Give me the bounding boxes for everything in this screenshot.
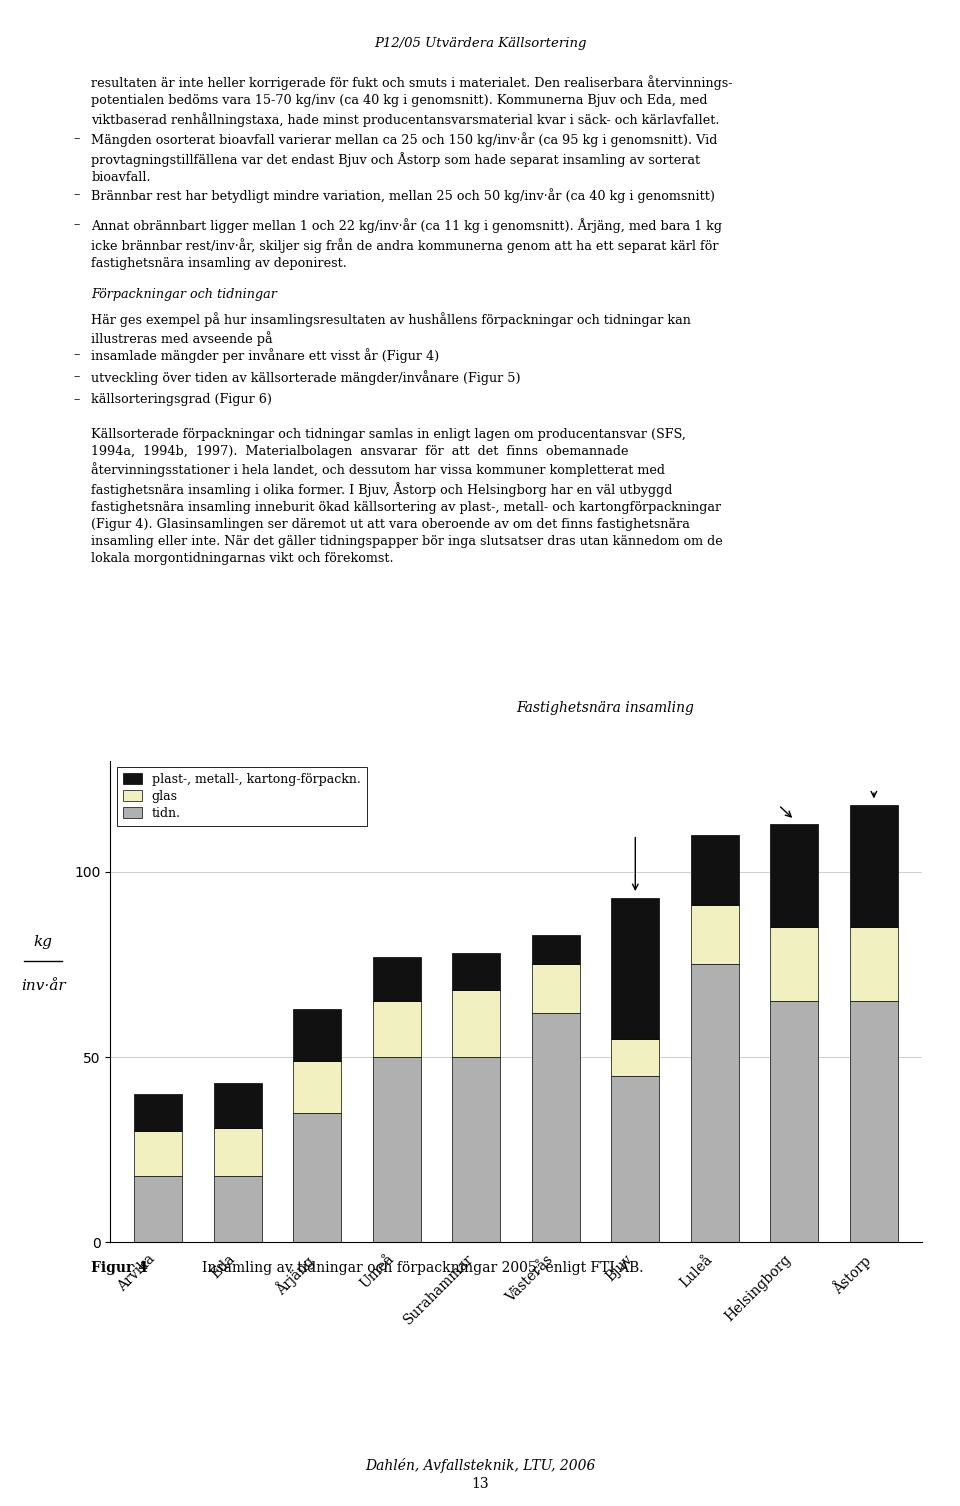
- Bar: [452, 991, 500, 1057]
- Legend: plast-, metall-, kartong-förpackn., glas, tidn.: plast-, metall-, kartong-förpackn., glas…: [117, 767, 367, 825]
- Bar: [691, 834, 738, 905]
- Bar: [372, 1057, 420, 1242]
- Text: Mängden osorterat bioavfall varierar mellan ca 25 och 150 kg/inv·år (ca 95 kg i : Mängden osorterat bioavfall varierar mel…: [91, 133, 717, 184]
- Text: Dahlén, Avfallsteknik, LTU, 2006: Dahlén, Avfallsteknik, LTU, 2006: [365, 1458, 595, 1473]
- Text: insamlade mängder per invånare ett visst år (Figur 4): insamlade mängder per invånare ett visst…: [91, 348, 440, 363]
- Bar: [214, 1176, 261, 1242]
- Bar: [294, 1060, 341, 1113]
- Text: Förpackningar och tidningar: Förpackningar och tidningar: [91, 288, 277, 301]
- Bar: [691, 964, 738, 1242]
- Text: Annat obrännbart ligger mellan 1 och 22 kg/inv·år (ca 11 kg i genomsnitt). Årjän: Annat obrännbart ligger mellan 1 och 22 …: [91, 218, 722, 270]
- Bar: [532, 935, 580, 964]
- Text: Brännbar rest har betydligt mindre variation, mellan 25 och 50 kg/inv·år (ca 40 : Brännbar rest har betydligt mindre varia…: [91, 188, 715, 203]
- Bar: [452, 1057, 500, 1242]
- Text: Här ges exempel på hur insamlingsresultaten av hushållens förpackningar och tidn: Här ges exempel på hur insamlingsresulta…: [91, 312, 691, 346]
- Bar: [372, 1001, 420, 1057]
- Bar: [134, 1131, 182, 1176]
- Bar: [452, 953, 500, 991]
- Bar: [532, 1012, 580, 1242]
- Bar: [771, 928, 818, 1001]
- Bar: [612, 1075, 660, 1242]
- Text: –: –: [74, 393, 81, 407]
- Text: –: –: [74, 348, 81, 361]
- Text: resultaten är inte heller korrigerade för fukt och smuts i materialet. Den reali: resultaten är inte heller korrigerade fö…: [91, 75, 732, 127]
- Bar: [612, 898, 660, 1039]
- Bar: [612, 1039, 660, 1075]
- Text: Källsorterade förpackningar och tidningar samlas in enligt lagen om producentans: Källsorterade förpackningar och tidninga…: [91, 428, 723, 565]
- Text: Fastighetsnära insamling: Fastighetsnära insamling: [516, 702, 694, 715]
- Text: kg: kg: [34, 935, 53, 949]
- Bar: [134, 1176, 182, 1242]
- Text: källsorteringsgrad (Figur 6): källsorteringsgrad (Figur 6): [91, 393, 273, 407]
- Text: utveckling över tiden av källsorterade mängder/invånare (Figur 5): utveckling över tiden av källsorterade m…: [91, 370, 521, 386]
- Bar: [771, 824, 818, 928]
- Text: 13: 13: [471, 1477, 489, 1491]
- Bar: [691, 905, 738, 964]
- Bar: [294, 1009, 341, 1060]
- Bar: [850, 806, 898, 928]
- Bar: [134, 1095, 182, 1131]
- Bar: [294, 1113, 341, 1242]
- Text: –: –: [74, 133, 81, 146]
- Bar: [372, 956, 420, 1001]
- Text: –: –: [74, 370, 81, 384]
- Text: Figur 4: Figur 4: [91, 1261, 148, 1274]
- Text: Insamling av tidningar och förpackningar 2005, enligt FTI AB.: Insamling av tidningar och förpackningar…: [202, 1261, 643, 1274]
- Bar: [850, 928, 898, 1001]
- Bar: [532, 964, 580, 1012]
- Bar: [214, 1083, 261, 1128]
- Bar: [214, 1128, 261, 1176]
- Text: –: –: [74, 218, 81, 232]
- Bar: [850, 1001, 898, 1242]
- Bar: [771, 1001, 818, 1242]
- Text: P12/05 Utvärdera Källsortering: P12/05 Utvärdera Källsortering: [373, 38, 587, 50]
- Text: –: –: [74, 188, 81, 202]
- Text: inv·år: inv·år: [21, 979, 65, 992]
